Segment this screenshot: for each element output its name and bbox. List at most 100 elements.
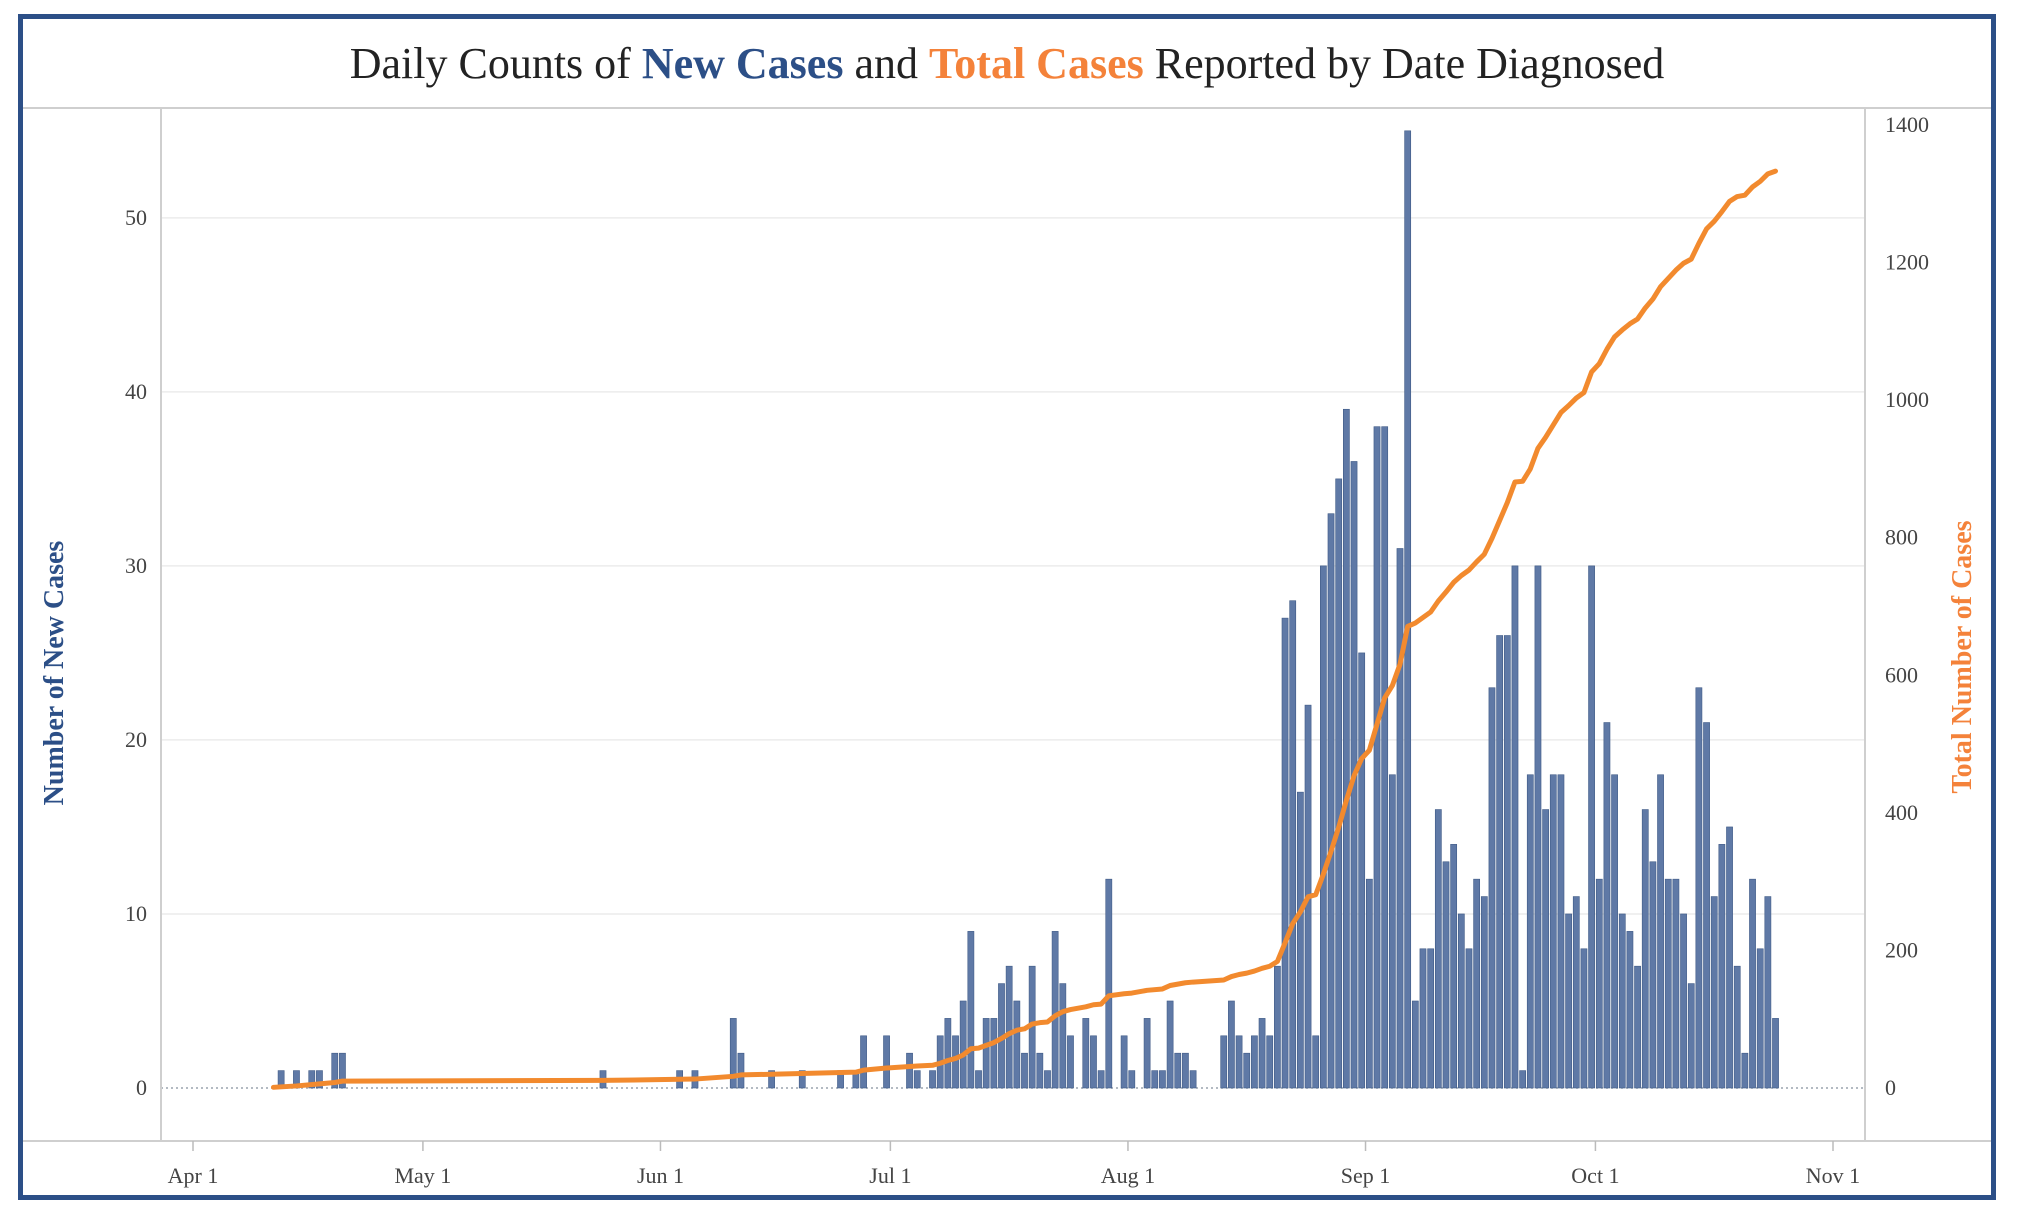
new-cases-bar bbox=[1365, 878, 1373, 1089]
y2-axis-title: Total Number of Cases bbox=[1947, 520, 1978, 793]
new-cases-bar bbox=[1120, 1035, 1128, 1089]
new-cases-bar bbox=[967, 931, 975, 1089]
new-cases-bar bbox=[1005, 965, 1013, 1089]
chart-title: Daily Counts of New Cases and Total Case… bbox=[350, 38, 1665, 89]
new-cases-bar bbox=[331, 1052, 339, 1089]
new-cases-bar bbox=[1465, 948, 1473, 1089]
new-cases-bar bbox=[1396, 548, 1404, 1089]
new-cases-bar bbox=[1174, 1052, 1182, 1089]
new-cases-bar bbox=[1320, 565, 1327, 1089]
new-cases-bar bbox=[1358, 652, 1366, 1089]
new-cases-bar bbox=[975, 1070, 982, 1089]
title-total-cases: Total Cases bbox=[929, 38, 1144, 88]
new-cases-bar bbox=[1611, 774, 1618, 1089]
bar-layer bbox=[277, 130, 1779, 1089]
new-cases-bar bbox=[959, 1000, 967, 1089]
new-cases-bar bbox=[1549, 774, 1557, 1089]
y-tick-label: 30 bbox=[125, 553, 147, 578]
new-cases-bar bbox=[1565, 913, 1572, 1089]
y2-tick-label: 1200 bbox=[1885, 250, 1929, 275]
y-tick-label: 50 bbox=[125, 205, 147, 230]
chart-svg: 0 10 20 30 40 50 0 200 400 600 800 1000 1200 1400 Apr … bbox=[23, 107, 1991, 1188]
new-cases-bar bbox=[1519, 1070, 1526, 1089]
new-cases-bar bbox=[1473, 878, 1481, 1089]
new-cases-bar bbox=[1297, 791, 1304, 1089]
y2-tick-label: 800 bbox=[1885, 525, 1918, 550]
new-cases-bar bbox=[1013, 1000, 1021, 1089]
new-cases-bar bbox=[1595, 878, 1603, 1089]
new-cases-bar bbox=[1090, 1035, 1097, 1089]
new-cases-bar bbox=[1044, 1070, 1051, 1089]
new-cases-bar bbox=[1243, 1052, 1251, 1089]
title-suffix: Reported by Date Diagnosed bbox=[1143, 38, 1665, 88]
new-cases-bar bbox=[339, 1052, 346, 1089]
new-cases-bar bbox=[860, 1035, 867, 1089]
new-cases-bar bbox=[1143, 1018, 1151, 1089]
x-tick-label: Jul 1 bbox=[869, 1163, 911, 1188]
new-cases-bar bbox=[1703, 722, 1710, 1089]
title-and: and bbox=[843, 38, 929, 88]
new-cases-bar bbox=[1680, 913, 1687, 1089]
new-cases-bar bbox=[1618, 913, 1626, 1089]
new-cases-bar bbox=[1641, 809, 1649, 1089]
new-cases-bar bbox=[913, 1070, 921, 1089]
new-cases-bar bbox=[1772, 1018, 1779, 1089]
new-cases-bar bbox=[798, 1070, 806, 1089]
new-cases-bar bbox=[990, 1018, 998, 1089]
new-cases-bar bbox=[1128, 1070, 1136, 1089]
new-cases-bar bbox=[1572, 896, 1580, 1089]
new-cases-bar bbox=[1442, 861, 1450, 1089]
new-cases-bar bbox=[1082, 1018, 1090, 1089]
new-cases-bar bbox=[1373, 426, 1381, 1089]
new-cases-bar bbox=[1542, 809, 1549, 1089]
new-cases-bar bbox=[944, 1018, 952, 1089]
new-cases-bar bbox=[1021, 1052, 1028, 1089]
new-cases-bar bbox=[1404, 130, 1412, 1089]
new-cases-bar bbox=[1036, 1052, 1044, 1089]
y2-tick-label: 600 bbox=[1885, 662, 1918, 687]
y-tick-label: 10 bbox=[125, 901, 147, 926]
new-cases-bar bbox=[1626, 931, 1634, 1089]
new-cases-bar bbox=[1726, 826, 1733, 1089]
new-cases-bar bbox=[1503, 635, 1511, 1089]
new-cases-bar bbox=[1343, 408, 1350, 1089]
new-cases-bar bbox=[1151, 1070, 1159, 1089]
axis-layer: 0 10 20 30 40 50 0 200 400 600 800 1000 1200 1400 Apr … bbox=[23, 107, 1991, 1188]
chart-frame: Daily Counts of New Cases and Total Case… bbox=[18, 14, 1996, 1200]
new-cases-bar bbox=[1388, 774, 1396, 1089]
new-cases-bar bbox=[1067, 1035, 1074, 1089]
new-cases-bar bbox=[1741, 1052, 1749, 1089]
new-cases-bar bbox=[1327, 513, 1335, 1089]
new-cases-bar bbox=[1051, 931, 1059, 1089]
new-cases-bar bbox=[729, 1018, 737, 1089]
new-cases-bar bbox=[1657, 774, 1664, 1089]
new-cases-bar bbox=[1557, 774, 1565, 1089]
new-cases-bar bbox=[1419, 948, 1427, 1089]
y-axis-title: Number of New Cases bbox=[39, 541, 70, 806]
title-bar: Daily Counts of New Cases and Total Case… bbox=[23, 19, 1991, 109]
line-layer bbox=[270, 168, 1779, 1090]
new-cases-bar bbox=[1411, 1000, 1419, 1089]
new-cases-bar bbox=[1381, 426, 1389, 1089]
new-cases-bar bbox=[1450, 844, 1458, 1089]
y2-tick-label: 1400 bbox=[1885, 112, 1929, 137]
new-cases-bar bbox=[1634, 965, 1641, 1089]
y-tick-label: 0 bbox=[136, 1075, 147, 1100]
total-cases-line bbox=[270, 168, 1779, 1090]
new-cases-bar bbox=[1434, 809, 1442, 1089]
new-cases-bar bbox=[1258, 1018, 1266, 1089]
grid-layer bbox=[161, 217, 1865, 1089]
new-cases-bar bbox=[1488, 687, 1496, 1089]
new-cases-bar bbox=[1756, 948, 1764, 1089]
new-cases-bar bbox=[906, 1052, 913, 1089]
new-cases-bar bbox=[1189, 1070, 1197, 1089]
new-cases-bar bbox=[1457, 913, 1465, 1089]
new-cases-bar bbox=[1228, 1000, 1235, 1089]
new-cases-bar bbox=[1220, 1035, 1228, 1089]
new-cases-bar bbox=[1511, 565, 1519, 1089]
x-tick-label: Jun 1 bbox=[637, 1163, 684, 1188]
y2-tick-label: 1000 bbox=[1885, 387, 1929, 412]
new-cases-bar bbox=[1097, 1070, 1105, 1089]
new-cases-bar bbox=[1059, 983, 1067, 1089]
new-cases-bar bbox=[1312, 1035, 1320, 1089]
